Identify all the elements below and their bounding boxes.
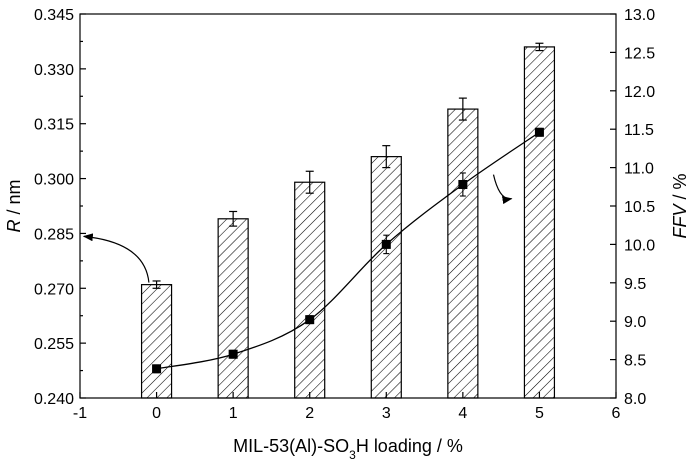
y-left-tick-label: 0.270: [34, 281, 74, 298]
y-right-axis-title-rest: / %: [670, 173, 690, 204]
y-right-tick-label: 8.5: [624, 353, 646, 370]
arrow-to-left-axis: [82, 233, 150, 283]
ffv-point: [458, 179, 468, 189]
y-right-tick-label: 8.0: [624, 391, 646, 408]
x-tick-label: 4: [458, 405, 467, 422]
x-tick-label: 2: [305, 405, 314, 422]
y-right-tick-label: 9.5: [624, 276, 646, 293]
y-right-tick-label: 12.0: [624, 84, 655, 101]
y-left-axis-title-italic: R: [4, 220, 24, 233]
bar: [140, 284, 173, 399]
bar: [447, 108, 479, 399]
y-right-tick-label: 10.5: [624, 199, 655, 216]
x-tick-label: -1: [73, 405, 87, 422]
y-right-tick-label: 10.0: [624, 237, 655, 254]
x-tick-label: 3: [382, 405, 391, 422]
y-left-tick-label: 0.300: [34, 172, 74, 189]
y-left-tick-label: 0.240: [34, 391, 74, 408]
y-left-axis-ticks: 0.240 0.255 0.270 0.285 0.300 0.315 0.330 0.345: [34, 7, 86, 408]
bars-layer: [140, 42, 556, 399]
bar: [294, 181, 326, 399]
y-right-tick-label: 11.0: [624, 161, 654, 178]
ffv-point: [381, 239, 391, 249]
x-axis-title-suffix: H loading / %: [356, 436, 463, 456]
y-right-tick-label: 9.0: [624, 314, 646, 331]
y-left-tick-label: 0.315: [34, 117, 74, 134]
x-tick-label: 5: [535, 405, 544, 422]
bar: [523, 46, 556, 399]
ffv-point: [534, 127, 544, 137]
x-tick-label: 1: [229, 405, 238, 422]
x-tick-label: 0: [152, 405, 161, 422]
y-right-tick-label: 12.5: [624, 45, 655, 62]
ffv-point: [305, 315, 315, 325]
ffv-point: [228, 349, 238, 359]
x-axis-title-prefix: MIL-53(Al)-SO: [233, 436, 349, 456]
y-left-axis-title: R / nm: [4, 179, 24, 232]
x-axis-title-subscript: 3: [349, 448, 356, 462]
y-right-tick-label: 13.0: [624, 7, 655, 24]
y-left-tick-label: 0.330: [34, 62, 74, 79]
x-tick-label: 6: [612, 405, 621, 422]
line-layer: [152, 127, 544, 374]
y-left-tick-label: 0.285: [34, 226, 74, 243]
bar: [217, 218, 249, 399]
x-axis-title: MIL-53(Al)-SO3H loading / %: [233, 436, 463, 462]
ffv-line: [156, 131, 540, 370]
arrow-to-right-axis: [492, 174, 513, 205]
y-left-tick-label: 0.345: [34, 7, 74, 24]
y-left-tick-label: 0.255: [34, 336, 74, 353]
y-right-axis-ticks: 8.0 8.5 9.0 9.5 10.0 10.5 11.0 11.5 12.0 12.5 13.0: [610, 7, 655, 408]
ffv-point: [152, 364, 162, 374]
y-right-tick-label: 11.5: [624, 122, 654, 139]
x-axis-ticks: -1 0 1 2 3 4 5 6: [73, 392, 621, 422]
y-right-axis-title: FFV / %: [670, 173, 690, 238]
annotation-layer: [82, 174, 513, 283]
y-right-axis-title-italic: FFV: [670, 203, 690, 239]
bar: [370, 156, 402, 399]
y-left-axis-title-rest: / nm: [4, 179, 24, 219]
